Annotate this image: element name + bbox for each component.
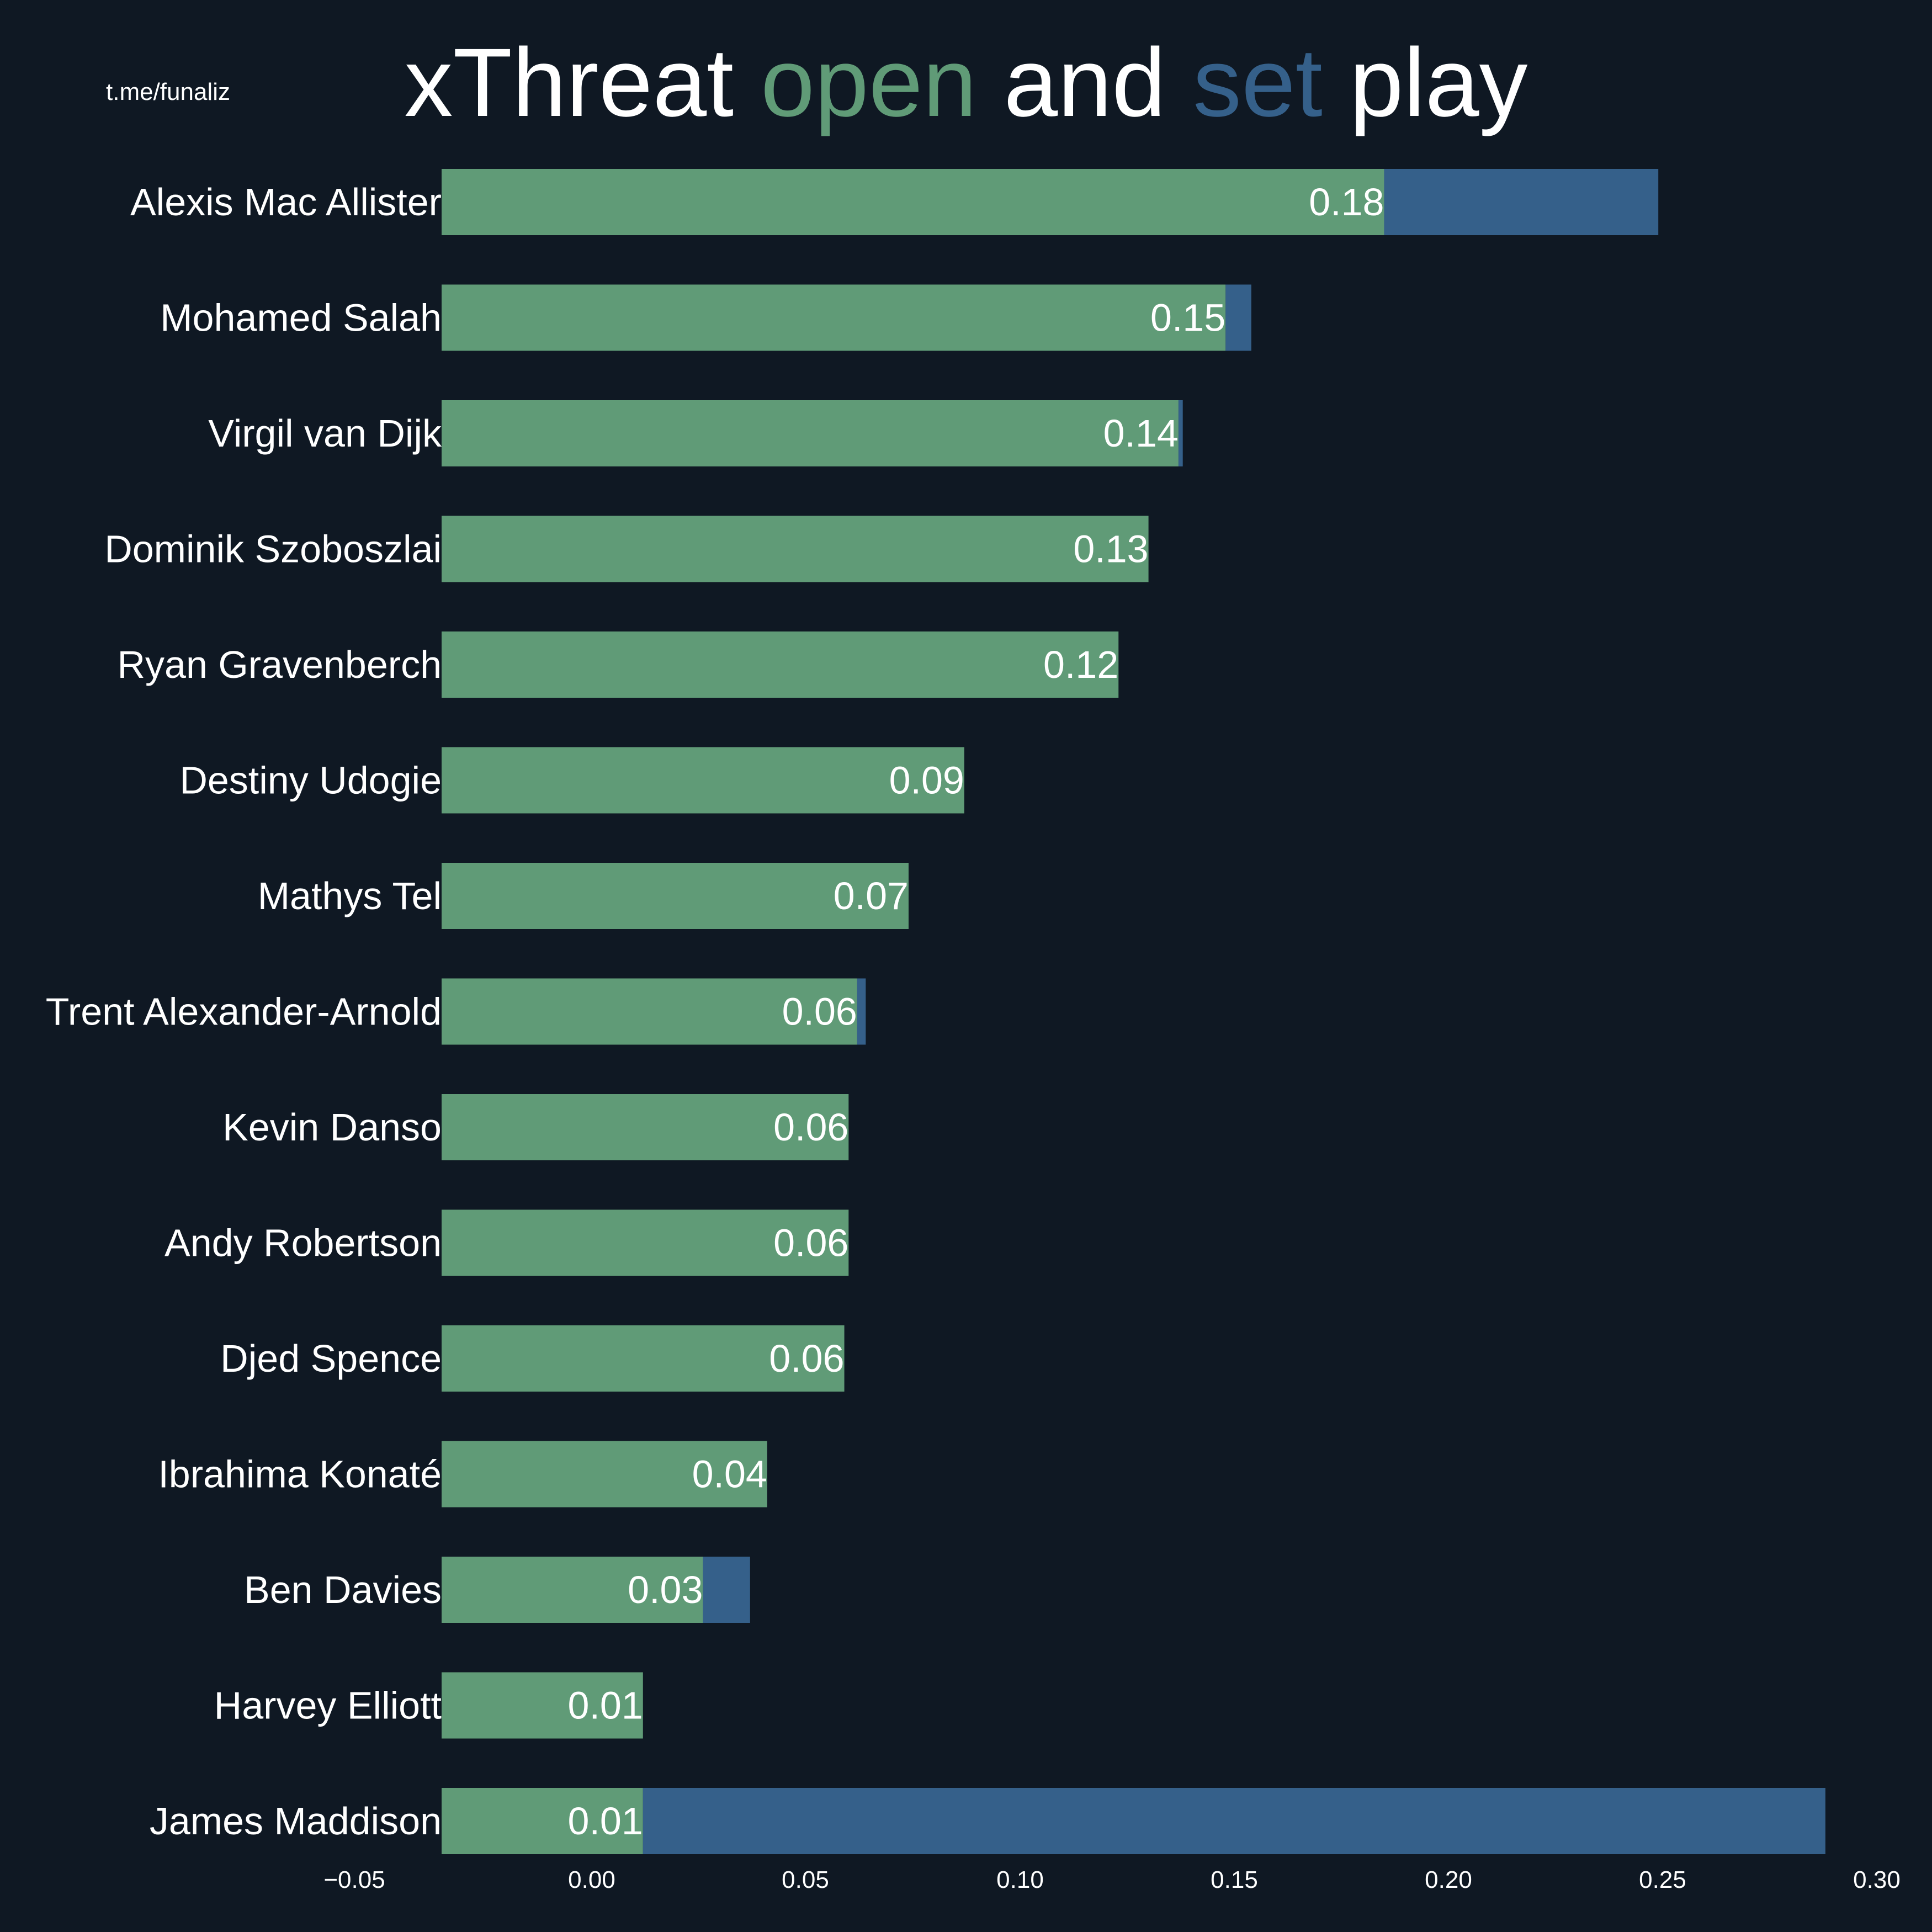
category-label: Kevin Danso [222, 1106, 442, 1149]
x-tick-label: 0.10 [996, 1866, 1044, 1893]
chart-title: xThreat open and set play [0, 28, 1932, 138]
bar-set [643, 1788, 1825, 1854]
data-label: 0.04 [692, 1453, 767, 1496]
bar-open [442, 1325, 845, 1392]
x-tick-label: 0.25 [1639, 1866, 1686, 1893]
x-tick-label: 0.30 [1853, 1866, 1901, 1893]
data-label: 0.09 [889, 759, 964, 802]
data-label: 0.18 [1309, 181, 1384, 224]
data-label: 0.03 [628, 1568, 703, 1611]
bar-set [1178, 400, 1183, 466]
category-label: Andy Robertson [164, 1222, 442, 1265]
bar-open [442, 1788, 643, 1854]
title-part-3: play [1322, 29, 1528, 137]
category-label: Trent Alexander-Arnold [46, 990, 442, 1033]
bar-set [1225, 284, 1251, 351]
data-label: 0.12 [1043, 643, 1118, 686]
data-label: 0.14 [1103, 412, 1179, 455]
bar-open [442, 747, 964, 814]
data-label: 0.01 [568, 1684, 643, 1727]
bar-open [442, 978, 857, 1045]
category-label: Ibrahima Konaté [158, 1453, 442, 1496]
bar-open [442, 400, 1179, 466]
title-set-word: set [1193, 29, 1323, 137]
bar-open [442, 1209, 849, 1276]
bar-set [857, 978, 866, 1045]
bar-open [442, 1441, 767, 1508]
data-label: 0.07 [834, 874, 909, 917]
bar-open [442, 516, 1149, 582]
category-label: Harvey Elliott [214, 1684, 442, 1727]
data-label: 0.06 [773, 1222, 848, 1265]
category-label: Destiny Udogie [179, 759, 442, 802]
category-label: Virgil van Dijk [208, 412, 442, 455]
data-label: 0.13 [1073, 528, 1148, 571]
category-label: Mohamed Salah [160, 296, 442, 339]
data-label: 0.01 [568, 1800, 643, 1843]
bar-open [442, 631, 1119, 698]
x-tick-label: 0.15 [1211, 1866, 1258, 1893]
category-label: Djed Spence [220, 1337, 442, 1380]
bar-set [703, 1557, 750, 1623]
x-tick-label: 0.20 [1425, 1866, 1472, 1893]
bar-open [442, 284, 1226, 351]
data-label: 0.06 [769, 1337, 844, 1380]
bar-open [442, 1672, 643, 1739]
category-label: Ben Davies [244, 1568, 442, 1611]
bar-open [442, 1094, 849, 1160]
data-label: 0.06 [773, 1106, 848, 1149]
title-open-word: open [761, 29, 977, 137]
x-tick-label: 0.05 [782, 1866, 829, 1893]
title-part-2: and [976, 29, 1193, 137]
category-label: Alexis Mac Allister [130, 181, 442, 224]
data-label: 0.06 [782, 990, 857, 1033]
category-label: James Maddison [150, 1800, 442, 1843]
category-label: Dominik Szoboszlai [104, 528, 442, 571]
watermark: t.me/funaliz [106, 78, 230, 105]
category-label: Ryan Gravenberch [117, 643, 442, 686]
bar-set [1384, 169, 1659, 235]
x-tick-label: 0.00 [568, 1866, 615, 1893]
bar-open [442, 1557, 703, 1623]
x-tick-label: −0.05 [323, 1866, 385, 1893]
bar-open [442, 863, 909, 929]
data-label: 0.15 [1150, 296, 1225, 339]
title-part-1: xThreat [404, 29, 761, 137]
bar-open [442, 169, 1384, 235]
category-label: Mathys Tel [258, 874, 442, 917]
